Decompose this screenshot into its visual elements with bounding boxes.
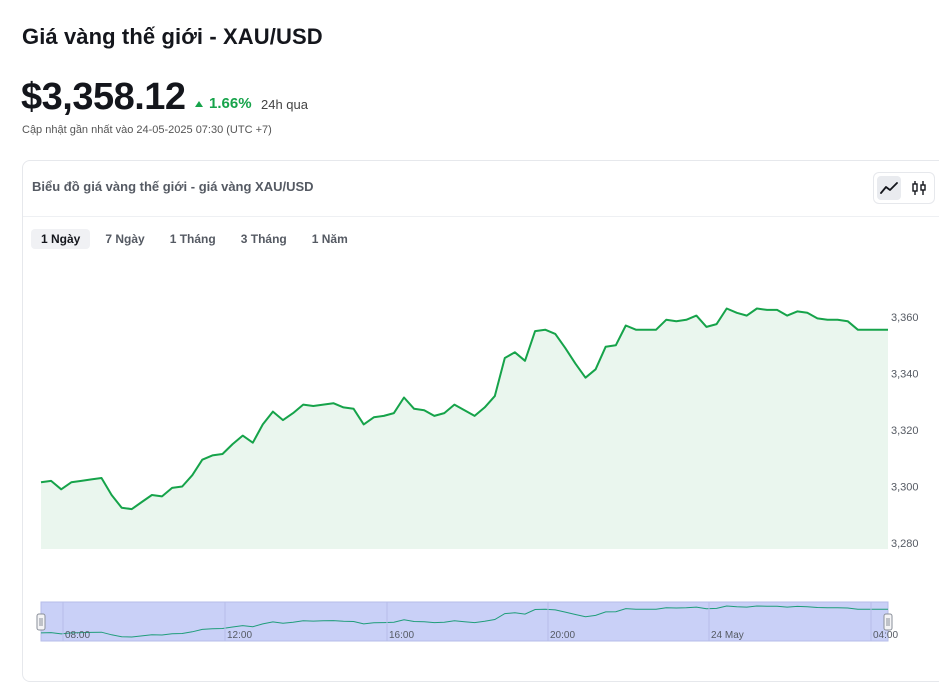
y-tick-label: 3,280: [891, 538, 919, 550]
y-tick-label: 3,320: [891, 425, 919, 437]
navigator-handle-right[interactable]: [883, 613, 893, 631]
last-updated: Cập nhật gần nhất vào 24-05-2025 07:30 (…: [22, 124, 272, 136]
navigator-handle-left[interactable]: [36, 613, 46, 631]
navigator-x-tick: 04:00: [873, 630, 898, 641]
chart-type-toggle: [873, 172, 935, 204]
price-area: [41, 308, 888, 549]
page-title: Giá vàng thế giới - XAU/USD: [22, 24, 323, 49]
navigator-x-tick: 08:00: [65, 630, 90, 641]
card-divider: [23, 216, 939, 217]
price-line: [40, 307, 888, 511]
navigator-line: [40, 605, 888, 638]
change-percent: 1.66%: [209, 95, 252, 112]
navigator-x-tick: 20:00: [550, 630, 575, 641]
current-price: $3,358.12: [21, 76, 186, 118]
navigator-x-tick: 16:00: [389, 630, 414, 641]
tab-1-month[interactable]: 1 Tháng: [169, 232, 216, 246]
chart-title: Biểu đồ giá vàng thế giới - giá vàng XAU…: [32, 179, 314, 194]
tab-1-year[interactable]: 1 Năm: [311, 232, 348, 246]
tab-3-months[interactable]: 3 Tháng: [240, 232, 287, 246]
change-period: 24h qua: [261, 97, 308, 112]
y-tick-label: 3,340: [891, 369, 919, 381]
tab-1-day[interactable]: 1 Ngày: [31, 229, 91, 249]
up-arrow-icon: [195, 100, 203, 107]
navigator-x-tick: 12:00: [227, 630, 252, 641]
tab-7-days[interactable]: 7 Ngày: [105, 232, 145, 246]
price-chart[interactable]: 3,280 3,300 3,320 3,340 3,360 08:00 12:00 16:00…: [0, 0, 939, 655]
range-tabs: 1 Ngày 7 Ngày 1 Tháng 3 Tháng 1 Năm: [31, 229, 358, 249]
price-change: 1.66%: [195, 95, 252, 112]
candlestick-icon[interactable]: [907, 176, 931, 200]
y-tick-label: 3,360: [891, 312, 919, 324]
y-tick-label: 3,300: [891, 482, 919, 494]
navigator-x-tick: 24 May: [711, 630, 744, 641]
line-chart-icon[interactable]: [877, 176, 901, 200]
